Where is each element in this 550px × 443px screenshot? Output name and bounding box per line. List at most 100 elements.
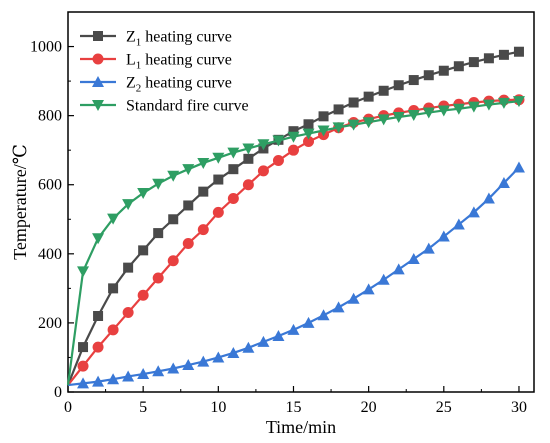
data-point	[122, 370, 135, 382]
data-point	[152, 272, 164, 284]
data-point	[332, 301, 345, 313]
data-point	[78, 342, 89, 353]
data-point	[512, 96, 525, 108]
data-point	[347, 119, 360, 131]
legend-label-rest: heating curve	[141, 29, 232, 46]
legend-label-rest: heating curve	[141, 75, 232, 92]
legend-label-main: Z	[126, 75, 136, 92]
data-point	[107, 373, 120, 385]
data-point	[348, 97, 359, 108]
data-point	[227, 193, 239, 205]
data-point	[513, 46, 524, 57]
data-point	[287, 144, 299, 156]
data-point	[242, 143, 255, 155]
data-point	[108, 283, 119, 294]
data-point	[332, 122, 345, 134]
legend-label-rest: heating curve	[141, 52, 232, 69]
series-z2-heating-curve	[67, 161, 525, 389]
data-point	[287, 131, 300, 143]
data-point	[392, 112, 405, 124]
y-tick-label: 800	[38, 108, 62, 125]
x-tick-label: 15	[285, 399, 301, 416]
data-point	[287, 323, 300, 335]
data-point	[168, 214, 179, 225]
plot-frame	[67, 11, 535, 393]
data-point	[363, 91, 374, 102]
legend-label: Z1 heating curve	[126, 29, 232, 49]
data-point	[452, 103, 465, 115]
y-axis-ticks: 0 200 400 600 800 1000	[30, 39, 74, 401]
data-point	[212, 351, 225, 363]
data-point	[242, 179, 254, 191]
legend-marker	[92, 100, 104, 111]
data-point	[182, 237, 194, 249]
data-point	[497, 97, 510, 109]
data-point	[153, 228, 164, 239]
data-point	[303, 136, 315, 148]
data-point	[197, 224, 209, 236]
data-point	[437, 105, 450, 117]
data-point	[377, 273, 390, 285]
y-tick-label: 400	[38, 246, 62, 263]
data-point	[107, 213, 120, 225]
data-point	[482, 192, 495, 204]
data-point	[272, 155, 284, 167]
data-point	[407, 253, 420, 264]
data-point	[167, 255, 179, 267]
data-point	[257, 165, 269, 177]
data-point	[92, 341, 104, 353]
legend-label: L1 heating curve	[126, 52, 232, 72]
legend: Z1 heating curve L1 heating curve Z2 heati…	[80, 29, 249, 115]
data-point	[512, 161, 525, 173]
data-point	[318, 111, 329, 122]
data-point	[272, 135, 285, 147]
legend-label-main: L	[126, 52, 136, 69]
data-point	[378, 85, 389, 96]
data-point	[212, 152, 225, 164]
legend-label-main: Standard fire curve	[126, 98, 249, 115]
data-point	[497, 177, 510, 188]
data-point	[213, 174, 224, 185]
legend-label-main: Z	[126, 29, 136, 46]
data-point	[422, 107, 435, 119]
legend-marker	[93, 31, 103, 41]
series-l1-heating-curve	[67, 94, 525, 386]
data-point	[123, 262, 134, 273]
data-point	[468, 57, 479, 68]
data-point	[137, 289, 149, 301]
data-point	[423, 70, 434, 81]
data-point	[407, 109, 420, 121]
data-point	[438, 65, 449, 76]
data-point	[77, 266, 90, 278]
data-point	[317, 309, 330, 321]
series-line	[66, 100, 520, 386]
legend-label: Z2 heating curve	[126, 75, 232, 95]
data-point	[182, 164, 195, 176]
x-tick-label: 5	[139, 399, 147, 416]
data-point	[197, 355, 210, 367]
data-point	[347, 292, 360, 304]
data-point	[288, 126, 299, 137]
data-point	[377, 114, 390, 126]
data-point	[137, 188, 150, 200]
y-tick-label: 1000	[30, 39, 62, 56]
x-axis-ticks: 0 5 10 15 20 25 30	[64, 386, 527, 416]
data-point	[302, 128, 315, 140]
data-point	[212, 206, 224, 218]
legend-label: Standard fire curve	[126, 98, 249, 115]
data-point	[167, 362, 180, 374]
data-point	[257, 139, 270, 151]
data-point	[152, 365, 165, 377]
series-line	[67, 166, 520, 387]
data-point	[122, 307, 134, 319]
data-point	[498, 49, 509, 60]
data-point	[152, 178, 165, 190]
data-point	[483, 53, 494, 64]
data-point	[197, 157, 210, 169]
y-tick-label: 600	[38, 177, 62, 194]
data-point	[392, 263, 405, 275]
data-point	[198, 186, 209, 197]
data-point	[272, 330, 285, 342]
data-point	[257, 335, 270, 347]
